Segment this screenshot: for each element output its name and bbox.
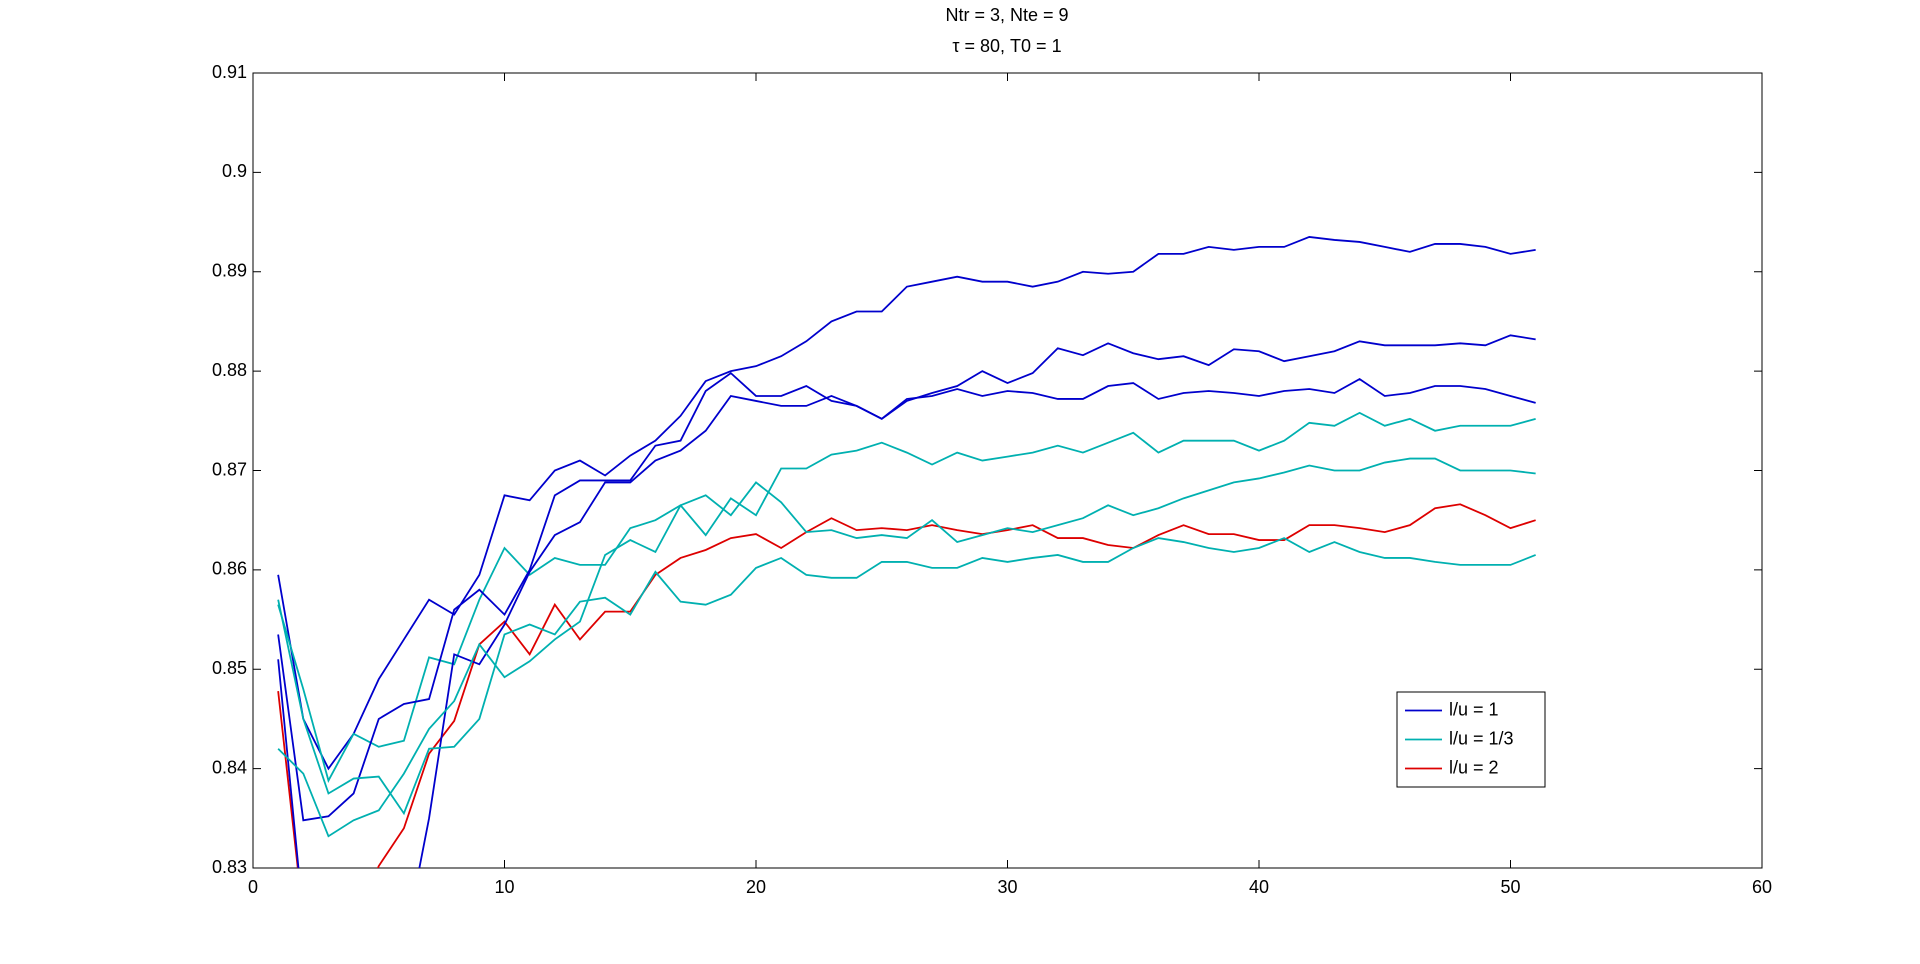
x-tick-label: 30 xyxy=(997,877,1017,897)
legend-label: l/u = 1 xyxy=(1449,699,1499,719)
series-line xyxy=(277,411,1536,783)
series-line xyxy=(277,457,1536,838)
legend-label: l/u = 1/3 xyxy=(1449,728,1514,748)
series-line xyxy=(277,378,1536,868)
y-tick-label: 0.89 xyxy=(212,261,247,281)
y-tick-label: 0.87 xyxy=(212,459,247,479)
series-line xyxy=(277,236,1536,771)
y-tick-label: 0.88 xyxy=(212,360,247,380)
plot-lines xyxy=(277,236,1536,868)
chart-title: Ntr = 3, Nte = 9 xyxy=(945,5,1068,25)
x-tick-label: 0 xyxy=(248,877,258,897)
legend-label: l/u = 2 xyxy=(1449,757,1499,777)
x-tick-label: 50 xyxy=(1500,877,1520,897)
x-tick-label: 20 xyxy=(746,877,766,897)
y-tick-label: 0.85 xyxy=(212,658,247,678)
series-line xyxy=(277,537,1536,816)
y-tick-label: 0.84 xyxy=(212,757,247,777)
y-tick-label: 0.91 xyxy=(212,62,247,82)
chart-title: τ = 80, T0 = 1 xyxy=(952,36,1061,56)
y-tick-label: 0.83 xyxy=(212,857,247,877)
x-tick-label: 10 xyxy=(494,877,514,897)
x-tick-label: 40 xyxy=(1249,877,1269,897)
y-tick-label: 0.86 xyxy=(212,559,247,579)
series-line xyxy=(277,503,1536,868)
series-line xyxy=(277,334,1536,822)
x-tick-label: 60 xyxy=(1752,877,1772,897)
y-tick-label: 0.9 xyxy=(222,161,247,181)
